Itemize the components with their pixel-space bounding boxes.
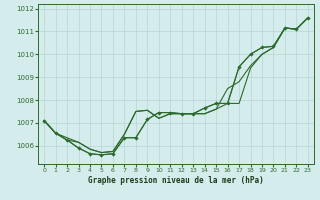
- X-axis label: Graphe pression niveau de la mer (hPa): Graphe pression niveau de la mer (hPa): [88, 176, 264, 185]
